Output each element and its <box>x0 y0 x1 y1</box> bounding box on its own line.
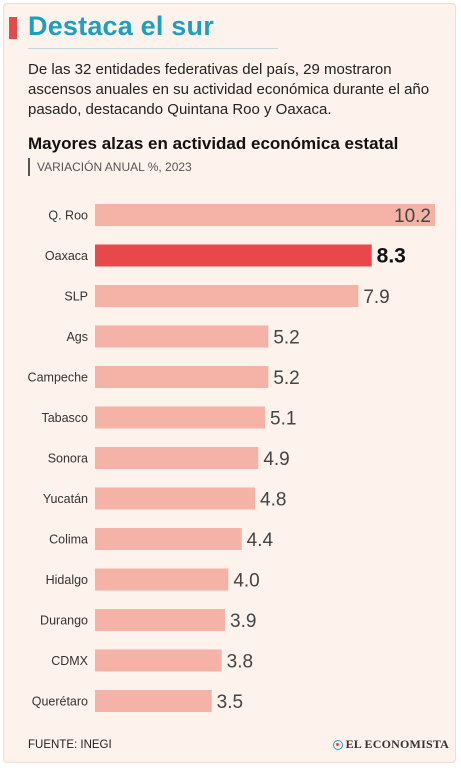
source-note: FUENTE: INEGI <box>28 739 112 751</box>
title-underline <box>28 48 278 49</box>
category-label: SLP <box>64 290 88 304</box>
value-label: 4.0 <box>233 571 259 592</box>
bar <box>95 204 435 226</box>
bar <box>95 447 259 469</box>
value-label: 5.2 <box>273 368 299 389</box>
subtitle-divider <box>28 158 30 176</box>
value-label: 7.9 <box>363 287 389 308</box>
bar <box>95 325 269 348</box>
intro-text: De las 32 entidades federativas del país… <box>28 61 430 118</box>
bar <box>95 649 222 672</box>
category-label: Colima <box>49 533 88 547</box>
brand-name: EL ECONOMISTA <box>345 737 449 751</box>
value-label: 4.4 <box>247 530 274 551</box>
bar <box>95 487 255 510</box>
value-label: 3.8 <box>227 652 253 673</box>
category-label: Campeche <box>28 371 88 385</box>
page-title: Destaca el sur <box>28 11 214 41</box>
value-label: 3.5 <box>217 692 243 713</box>
category-label: Querétaro <box>32 695 88 709</box>
category-label: CDMX <box>51 654 88 668</box>
chart-subtitle: VARIACIÓN ANUAL %, 2023 <box>37 160 192 174</box>
category-label: Sonora <box>48 452 88 466</box>
value-label: 3.9 <box>230 611 256 632</box>
brand-logo: EL ECONOMISTA <box>332 737 449 752</box>
value-label: 8.3 <box>377 245 406 268</box>
value-label: 5.2 <box>273 328 299 349</box>
bar <box>95 366 269 388</box>
category-label: Ags <box>66 330 88 344</box>
value-label: 10.2 <box>394 206 431 227</box>
category-label: Oaxaca <box>45 249 88 263</box>
bar <box>95 406 265 429</box>
bar <box>95 528 242 550</box>
bar <box>95 244 372 267</box>
category-label: Durango <box>40 614 88 628</box>
value-label: 4.9 <box>263 449 289 470</box>
bar <box>95 285 359 307</box>
bar <box>95 690 212 712</box>
brand-mark-icon <box>332 739 343 750</box>
bar <box>95 609 225 631</box>
category-label: Tabasco <box>41 411 88 425</box>
value-label: 4.8 <box>260 490 286 511</box>
category-label: Yucatán <box>43 492 88 506</box>
category-label: Q. Roo <box>48 209 88 223</box>
bar <box>95 568 229 591</box>
chart-title: Mayores alzas en actividad económica est… <box>28 134 399 153</box>
value-label: 5.1 <box>270 409 296 430</box>
category-label: Hidalgo <box>46 573 88 587</box>
title-accent-marker <box>9 17 17 39</box>
